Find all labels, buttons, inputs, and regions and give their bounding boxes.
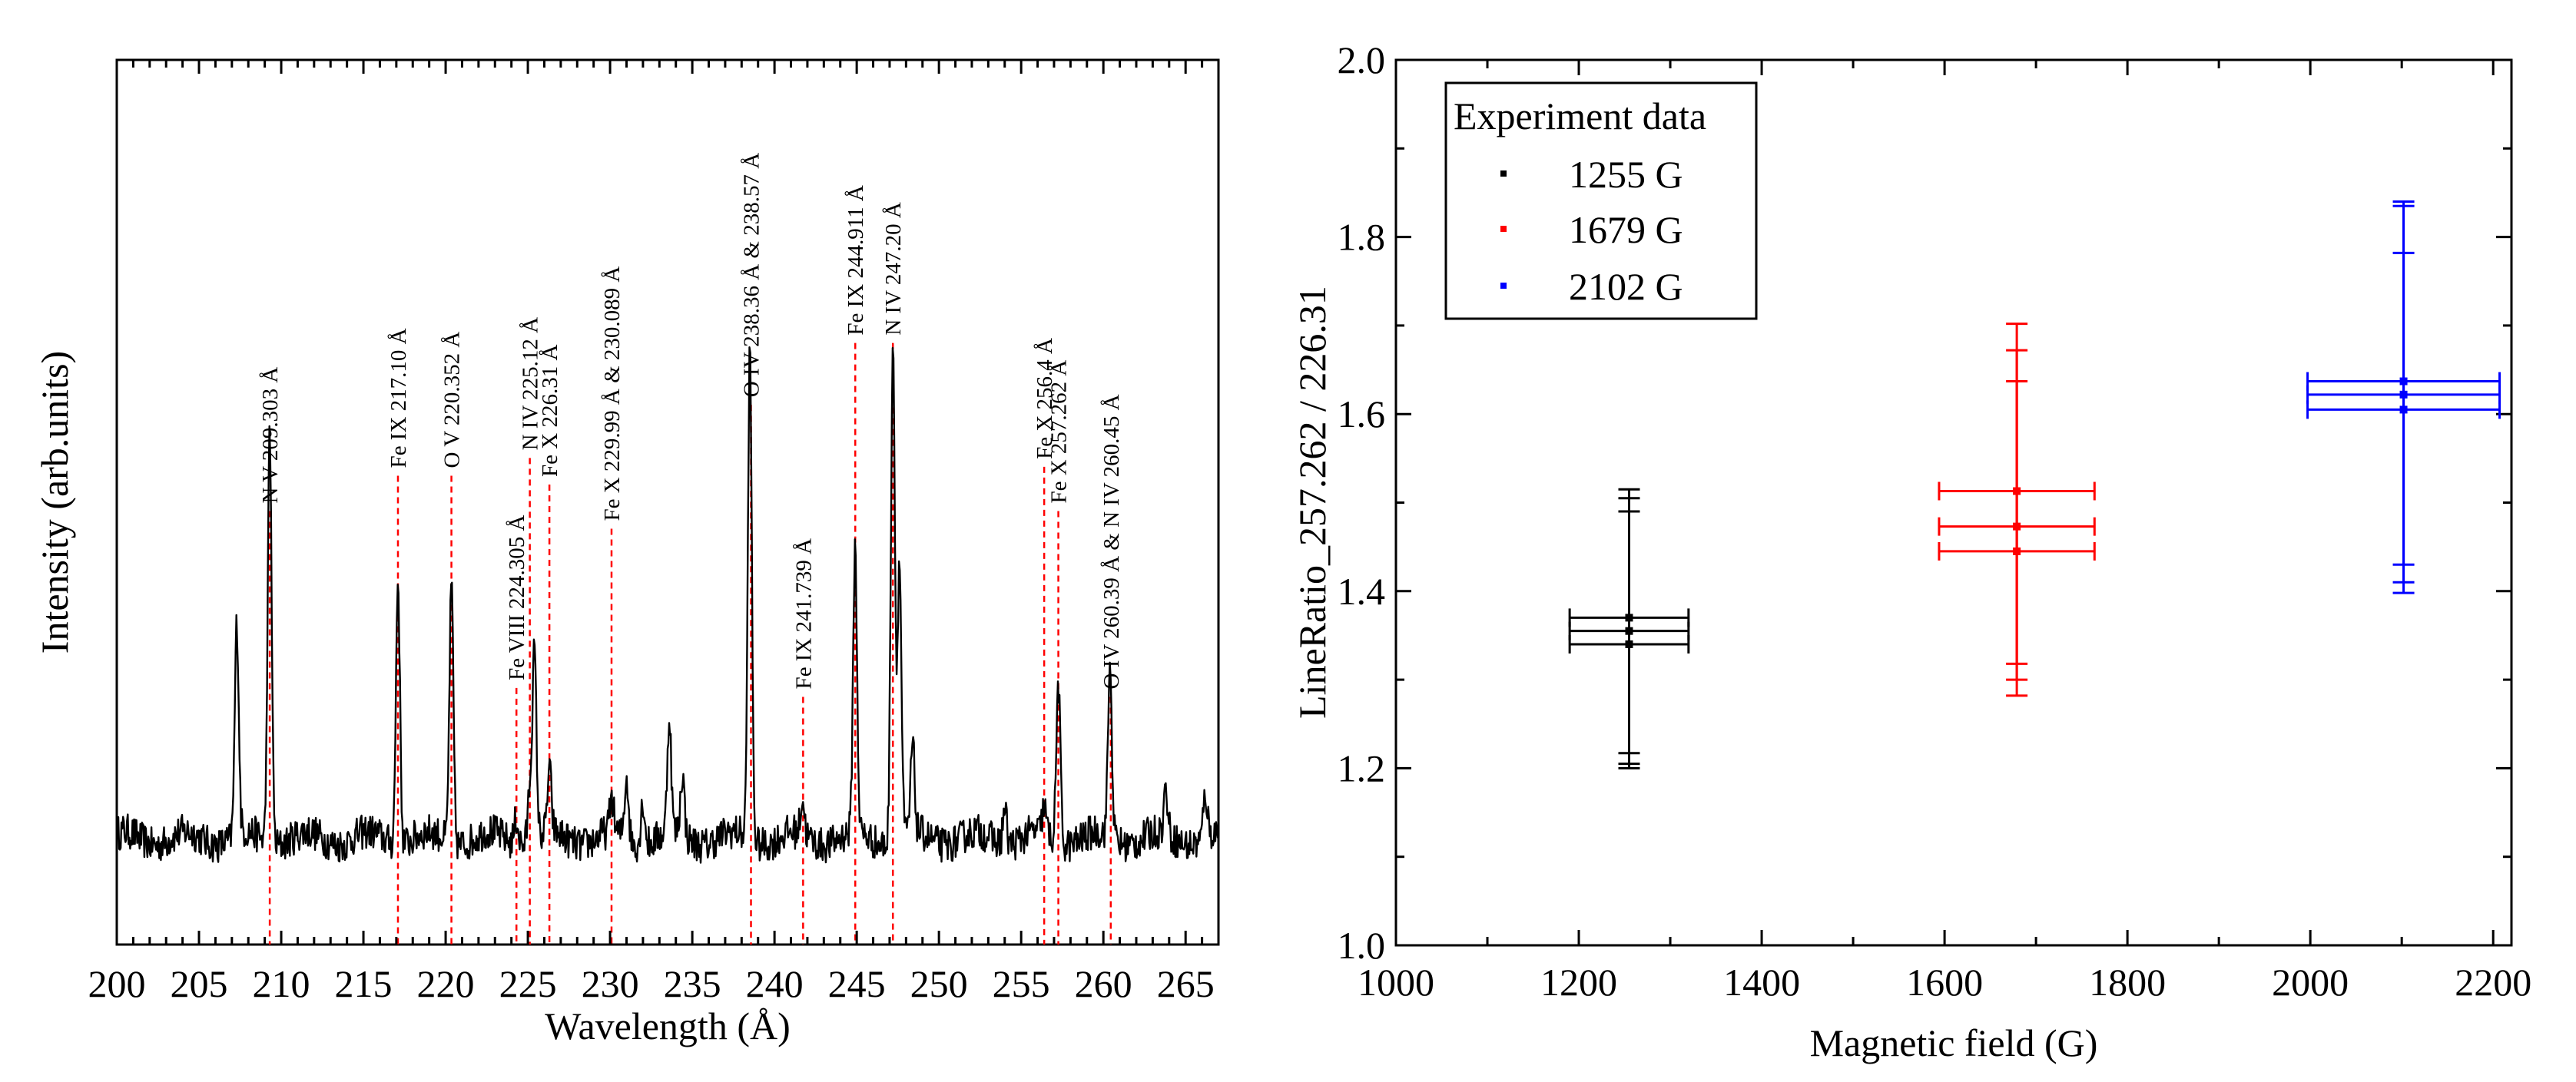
legend-marker-2102 xyxy=(1500,283,1507,289)
spectrum-line-label: Fe X 257.262 Å xyxy=(1047,360,1072,504)
legend-marker-1679 xyxy=(1500,226,1507,232)
ratio-axis-ticks: 1000 1200 1400 1600 1800 2000 2200 1.0 1.2 1.4 1.6… xyxy=(1338,38,2532,1004)
spectrum-x-tick-label: 230 xyxy=(582,962,639,1005)
spectrum-x-tick-label: 225 xyxy=(499,962,557,1005)
legend-title: Experiment data xyxy=(1454,94,1706,137)
spectrum-line-label: Fe X 226.31 Å xyxy=(538,345,562,477)
spectrum-x-tick-label: 250 xyxy=(910,962,968,1005)
spectrum-line-label: N IV 225.12 Å xyxy=(519,317,543,451)
ratio-x-tick-label: 2000 xyxy=(2272,961,2349,1004)
legend: Experiment data 1255 G 1679 G 2102 G xyxy=(1444,81,1758,320)
ratio-data-point xyxy=(1938,380,2096,697)
spectrum-x-tick-label: 245 xyxy=(828,962,886,1005)
ratio-y-tick-label: 2.0 xyxy=(1338,38,1386,81)
spectrum-line xyxy=(115,346,1220,864)
ratio-x-tick-label: 1400 xyxy=(1723,961,1800,1004)
spectrum-x-tick-label: 200 xyxy=(88,962,146,1005)
spectrum-line-label: N V 209.303 Å xyxy=(258,367,283,504)
spectrum-x-axis-title: Wavelength (Å) xyxy=(545,1004,790,1047)
spectrum-line-label: Fe VIII 224.305 Å xyxy=(505,515,529,680)
spectrum-x-tick-label: 265 xyxy=(1157,962,1215,1005)
ratio-x-tick-label: 1200 xyxy=(1540,961,1617,1004)
ratio-data-point xyxy=(1568,510,1690,769)
ratio-y-tick-label: 1.4 xyxy=(1338,570,1386,613)
ratio-y-tick-label: 1.8 xyxy=(1338,216,1386,259)
legend-label-1679: 1679 G xyxy=(1569,208,1683,251)
ratio-x-tick-label: 1000 xyxy=(1358,961,1434,1004)
ratio-y-tick-label: 1.2 xyxy=(1338,746,1386,789)
spectrum-x-tick-label: 205 xyxy=(171,962,228,1005)
spectrum-x-tick-label: 215 xyxy=(335,962,393,1005)
ratio-point-marker xyxy=(1625,640,1633,648)
spectrum-y-axis-title: Intensity (arb.units) xyxy=(33,351,76,654)
spectrum-x-tick-label: 210 xyxy=(253,962,310,1005)
legend-box xyxy=(1444,81,1758,320)
spectrum-x-tick-label: 255 xyxy=(993,962,1050,1005)
spectrum-x-tick-label: 240 xyxy=(746,962,804,1005)
legend-marker-1255 xyxy=(1500,170,1507,177)
spectrum-plot-frame xyxy=(115,58,1220,946)
ratio-y-tick-label: 1.6 xyxy=(1338,392,1386,435)
spectrum-x-tick-label: 260 xyxy=(1075,962,1132,1005)
ratio-y-axis-title: LineRatio_257.262 / 226.31 xyxy=(1291,286,1334,719)
ratio-data-point xyxy=(2306,251,2501,594)
spectrum-line-label: O IV 238.36 Å & 238.57 Å xyxy=(740,153,764,398)
ratio-x-tick-label: 2200 xyxy=(2455,961,2531,1004)
ratio-x-tick-label: 1600 xyxy=(1906,961,1983,1004)
ratio-point-marker xyxy=(2013,547,2021,555)
spectrum-line-label: Fe IX 244.911 Å xyxy=(844,185,868,336)
ratio-y-tick-label: 1.0 xyxy=(1338,924,1386,967)
spectrum-chart: 200 205 210 215 220 225 230 235 240 245 250 255 260 2… xyxy=(33,58,1220,1047)
spectrum-line-label: Fe IX 241.739 Å xyxy=(791,538,816,690)
spectrum-line-label: N IV 247.20 Å xyxy=(881,202,906,336)
spectrum-x-tick-label: 235 xyxy=(664,962,721,1005)
spectrum-x-tick-label: 220 xyxy=(417,962,475,1005)
spectrum-line-label: Fe X 256.4 Å xyxy=(1033,338,1057,459)
spectrum-line-label: Fe X 229.99 Å & 230.089 Å xyxy=(600,266,625,521)
legend-label-1255: 1255 G xyxy=(1569,153,1683,196)
ratio-x-axis-title: Magnetic field (G) xyxy=(1810,1021,2098,1064)
ratio-x-tick-label: 1800 xyxy=(2089,961,2166,1004)
ratio-point-marker xyxy=(2399,405,2408,414)
spectrum-x-ticks: 200 205 210 215 220 225 230 235 240 245 250 255 260 2… xyxy=(88,60,1220,1005)
legend-label-2102: 2102 G xyxy=(1569,265,1683,308)
line-ratio-chart: 1000 1200 1400 1600 1800 2000 2200 1.0 1.2 1.4 1.6… xyxy=(1291,38,2531,1064)
spectrum-line-label: Fe IX 217.10 Å xyxy=(386,328,411,468)
spectrum-line-labels: N V 209.303 Å Fe IX 217.10 Å O V 220.352 Å… xyxy=(258,153,1124,690)
spectrum-line-label: O V 220.352 Å xyxy=(440,332,465,468)
spectrum-line-label: O IV 260.39 Å & N IV 260.45 Å xyxy=(1099,394,1124,689)
ratio-data-points xyxy=(1568,200,2501,769)
